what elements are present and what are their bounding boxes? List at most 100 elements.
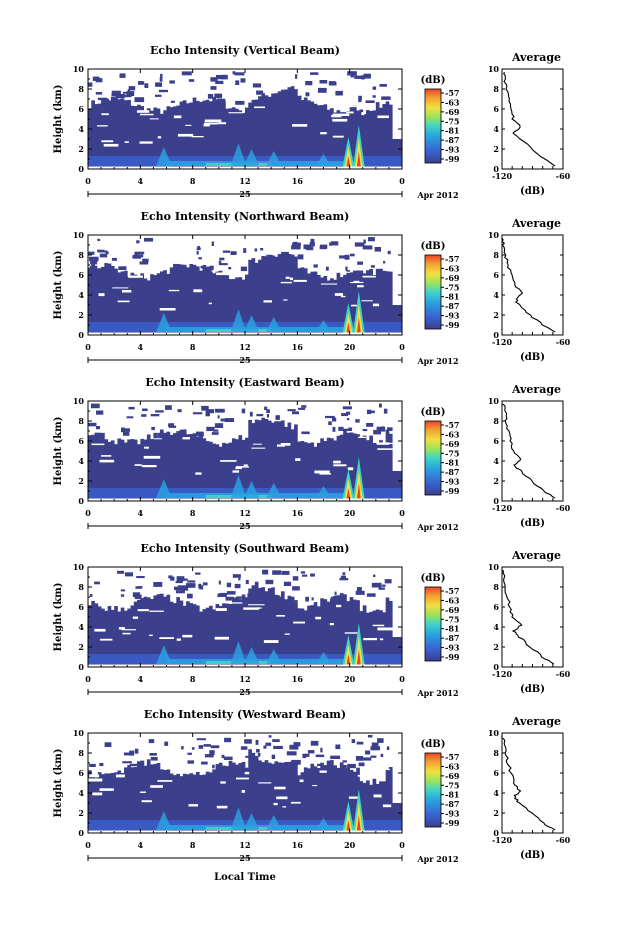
- average-x-tick-label: -60: [556, 337, 571, 347]
- colorbar: [424, 88, 442, 164]
- colorbar-tick-label: -63: [445, 97, 460, 107]
- colorbar-tick-label: -93: [445, 145, 460, 155]
- average-profile-line: [502, 403, 556, 499]
- panel-3: Echo Intensity (Southward Beam) 0 2 4 6 8 10 0 4…: [53, 542, 571, 698]
- x-tick-label: 16: [292, 508, 304, 518]
- panel-2: Echo Intensity (Eastward Beam) 0 2 4 6 8 10 0 4 8…: [53, 376, 571, 532]
- y-tick-label: 2: [78, 808, 84, 818]
- average-y-tick-label: 4: [493, 622, 499, 632]
- average-y-tick-label: 0: [493, 496, 499, 506]
- y-tick-label: 2: [78, 310, 84, 320]
- y-tick-label: 0: [78, 828, 84, 838]
- average-title: Average: [511, 51, 561, 64]
- colorbar-tick-label: -99: [445, 486, 460, 496]
- average-x-label: (dB): [520, 850, 545, 861]
- colorbar-tick-label: -57: [445, 420, 459, 430]
- average-y-tick-label: 10: [488, 396, 500, 406]
- panel-title: Echo Intensity (Northward Beam): [141, 210, 350, 223]
- colorbar-tick-label: -99: [445, 154, 460, 164]
- y-tick-label: 8: [78, 416, 84, 426]
- x-tick-label: 4: [138, 508, 144, 518]
- colorbar-tick-label: -93: [445, 311, 460, 321]
- day-label: 25: [239, 687, 250, 697]
- x-tick-label: 0: [399, 674, 405, 684]
- average-x-tick-label: -120: [492, 171, 512, 181]
- average-profile-line: [501, 237, 556, 333]
- panel-title: Echo Intensity (Eastward Beam): [145, 376, 344, 389]
- average-y-tick-label: 8: [493, 416, 499, 426]
- y-tick-label: 8: [78, 582, 84, 592]
- colorbar-tick-label: -69: [445, 273, 460, 283]
- average-x-tick-label: -120: [492, 503, 512, 513]
- colorbar-tick-label: -81: [445, 458, 459, 468]
- x-tick-label: 8: [190, 674, 196, 684]
- average-title: Average: [511, 549, 561, 562]
- y-tick-label: 0: [78, 662, 84, 672]
- colorbar: [424, 586, 442, 662]
- average-x-tick-label: -120: [492, 669, 512, 679]
- colorbar-tick-label: -75: [445, 780, 459, 790]
- colorbar-tick-label: -93: [445, 477, 460, 487]
- average-y-tick-label: 0: [493, 662, 499, 672]
- x-tick-label: 12: [239, 176, 250, 186]
- average-x-label: (dB): [520, 684, 545, 695]
- average-x-tick-label: -60: [556, 171, 571, 181]
- day-label: 25: [239, 521, 250, 531]
- colorbar-tick-label: -63: [445, 761, 460, 771]
- average-x-tick-label: -60: [556, 669, 571, 679]
- y-tick-label: 4: [78, 456, 84, 466]
- colorbar-label: (dB): [421, 573, 446, 584]
- x-tick-label: 16: [292, 674, 304, 684]
- heatmap: [88, 569, 403, 667]
- panel-4: Echo Intensity (Westward Beam) 0 2 4 6 8 10 0 4 8…: [53, 708, 571, 864]
- average-y-tick-label: 8: [493, 250, 499, 260]
- colorbar-tick-label: -87: [445, 135, 459, 145]
- x-tick-label: 8: [190, 342, 196, 352]
- x-tick-label: 20: [344, 176, 356, 186]
- panel-title: Echo Intensity (Vertical Beam): [150, 44, 340, 57]
- average-frame: [501, 68, 564, 170]
- colorbar-label: (dB): [421, 75, 446, 86]
- colorbar-tick-label: -75: [445, 448, 459, 458]
- y-tick-label: 0: [78, 330, 84, 340]
- average-x-label: (dB): [520, 352, 545, 363]
- average-frame: [501, 234, 564, 336]
- colorbar-tick-label: -75: [445, 614, 459, 624]
- x-tick-label: 20: [344, 840, 356, 850]
- x-tick-label: 4: [138, 674, 144, 684]
- x-tick-label: 16: [292, 840, 304, 850]
- x-tick-label: 8: [190, 840, 196, 850]
- heatmap: [88, 71, 403, 169]
- average-y-tick-label: 8: [493, 84, 499, 94]
- average-y-tick-label: 0: [493, 828, 499, 838]
- x-tick-label: 12: [239, 508, 250, 518]
- colorbar-tick-label: -87: [445, 799, 459, 809]
- y-tick-label: 0: [78, 164, 84, 174]
- y-tick-label: 4: [78, 788, 84, 798]
- y-tick-label: 2: [78, 476, 84, 486]
- colorbar-tick-label: -81: [445, 292, 459, 302]
- y-tick-label: 8: [78, 250, 84, 260]
- average-frame: [501, 732, 564, 834]
- average-y-tick-label: 4: [493, 290, 499, 300]
- x-tick-label: 0: [85, 342, 91, 352]
- y-tick-label: 2: [78, 642, 84, 652]
- y-tick-label: 4: [78, 124, 84, 134]
- panel-1: Echo Intensity (Northward Beam) 0 2 4 6 8 10 0 4…: [53, 210, 571, 366]
- average-frame: [501, 566, 564, 668]
- x-tick-label: 20: [344, 674, 356, 684]
- y-tick-label: 8: [78, 748, 84, 758]
- average-y-tick-label: 0: [493, 164, 499, 174]
- average-x-tick-label: -60: [556, 835, 571, 845]
- day-label: 25: [239, 189, 250, 199]
- average-y-tick-label: 2: [493, 476, 499, 486]
- y-tick-label: 6: [78, 768, 84, 778]
- x-axis-label: Local Time: [214, 872, 276, 883]
- colorbar-label: (dB): [421, 407, 446, 418]
- date-label: Apr 2012: [416, 688, 458, 698]
- panel-title: Echo Intensity (Southward Beam): [141, 542, 350, 555]
- average-y-tick-label: 6: [493, 602, 499, 612]
- y-tick-label: 6: [78, 270, 84, 280]
- average-title: Average: [511, 715, 561, 728]
- colorbar-tick-label: -93: [445, 809, 460, 819]
